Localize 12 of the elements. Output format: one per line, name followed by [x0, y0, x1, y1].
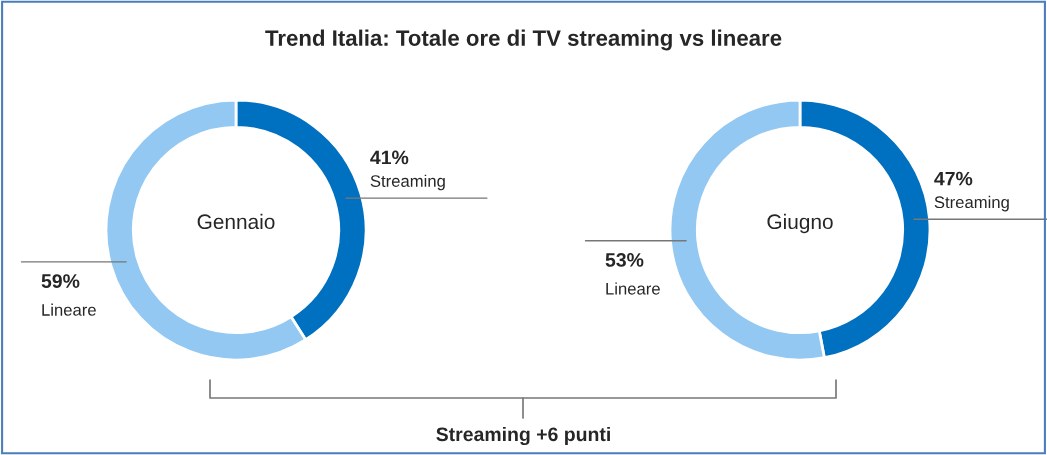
data-label: 53%	[605, 253, 644, 267]
data-label: 47%	[934, 171, 973, 186]
slice-label: Lineare	[606, 282, 660, 295]
slice-label: Streaming	[370, 174, 445, 191]
data-label: 41%	[370, 150, 409, 165]
slice-label: Streaming	[934, 195, 1009, 212]
text: Giugno	[767, 213, 833, 234]
data-label: 59%	[41, 274, 80, 288]
text: Gennaio	[197, 213, 275, 230]
slice-label: Lineare	[42, 303, 96, 316]
text: Streaming +6 punti	[436, 426, 610, 446]
text: Trend Italia: Totale ore di TV streaming vs lineare	[265, 29, 782, 51]
